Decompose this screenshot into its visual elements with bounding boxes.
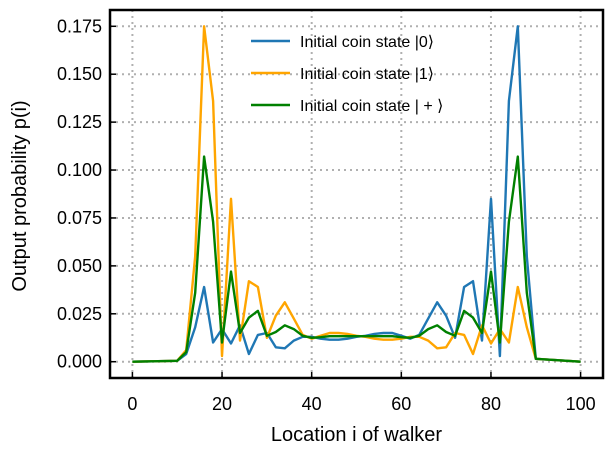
legend-label: Initial coin state |0⟩ xyxy=(300,34,434,51)
x-tick-label: 20 xyxy=(212,394,232,414)
x-tick-label: 0 xyxy=(127,394,137,414)
legend-label: Initial coin state | + ⟩ xyxy=(300,98,443,115)
y-tick-label: 0.175 xyxy=(57,16,102,36)
grid xyxy=(110,10,603,378)
y-axis-label: Output probability p(i) xyxy=(9,100,31,291)
axis-ticks: 0 20 40 60 80 100 0.000 0.025 0.050 0.075 0.100 0.1… xyxy=(57,16,596,414)
y-tick-label: 0.150 xyxy=(57,64,102,84)
series-lines xyxy=(132,25,581,363)
x-tick-label: 100 xyxy=(566,394,596,414)
y-tick-label: 0.050 xyxy=(57,256,102,276)
y-tick-label: 0.100 xyxy=(57,160,102,180)
x-tick-label: 80 xyxy=(481,394,501,414)
y-tick-label: 0.000 xyxy=(57,352,102,372)
x-tick-label: 40 xyxy=(302,394,322,414)
x-axis-label: Location i of walker xyxy=(271,424,443,446)
series-line-3 xyxy=(132,155,581,363)
x-tick-label: 60 xyxy=(391,394,411,414)
legend: Initial coin state |0⟩ Initial coin state… xyxy=(251,34,443,115)
y-tick-label: 0.075 xyxy=(57,208,102,228)
y-tick-label: 0.025 xyxy=(57,304,102,324)
plot-frame xyxy=(108,8,605,380)
y-tick-label: 0.125 xyxy=(57,112,102,132)
legend-label: Initial coin state |1⟩ xyxy=(300,66,434,83)
